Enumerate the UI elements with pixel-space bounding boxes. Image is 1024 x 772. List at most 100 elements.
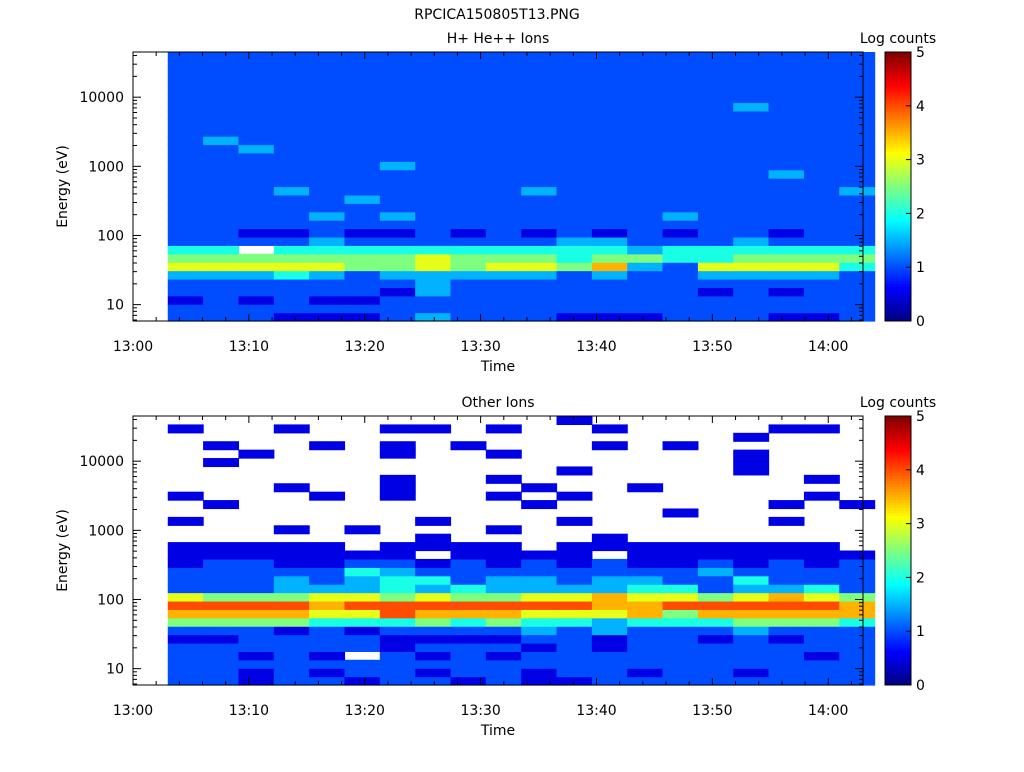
panel1-colorbar-segment (885, 499, 911, 503)
panel0-cell (556, 211, 593, 221)
panel0-cell (733, 77, 770, 87)
panel1-cell (238, 558, 275, 568)
panel0-cell (238, 186, 275, 196)
panel1-cell (591, 542, 628, 552)
panel0-colorbar-segment (885, 159, 911, 163)
panel0-cell (591, 194, 628, 204)
panel1-y-tick-label: 100 (97, 592, 124, 608)
panel0-cell (803, 77, 840, 87)
panel0-cell (167, 220, 204, 230)
panel0-cell (697, 77, 734, 87)
panel0-colorbar-segment (885, 86, 911, 91)
panel0-cell (485, 119, 522, 129)
panel0-cell (167, 119, 204, 129)
panel0-cell (839, 262, 876, 272)
panel0-cell (591, 144, 628, 154)
panel0-cell (697, 245, 734, 255)
panel1-cell (450, 542, 487, 552)
panel0-cell (273, 203, 310, 213)
panel1-colorbar-segment (885, 625, 911, 630)
panel1-cell (344, 600, 381, 610)
panel0-cell (485, 85, 522, 95)
panel1-cell (591, 626, 628, 636)
panel1-cell (591, 676, 628, 686)
panel1-colorbar-segment (885, 491, 911, 495)
panel1-cell (662, 575, 699, 585)
panel1-colorbar-segment (885, 655, 911, 659)
panel1-colorbar-segment (885, 434, 911, 439)
panel0-cell (803, 312, 840, 322)
panel1-cell (450, 668, 487, 678)
panel0-cell (203, 220, 240, 230)
panel0-cell (203, 253, 240, 263)
panel0-cell (733, 236, 770, 246)
panel0-cell (379, 68, 416, 78)
panel0-colorbar-segment (885, 269, 911, 274)
panel0-cell (379, 60, 416, 70)
panel0-cell (556, 161, 593, 171)
panel0-cell (803, 152, 840, 162)
panel0-cell (379, 127, 416, 137)
panel1-colorbar-tick-label: 4 (916, 463, 925, 479)
panel0-y-axis-label: Energy (eV) (55, 145, 71, 228)
panel0-cell (450, 203, 487, 213)
panel0-cell (485, 136, 522, 146)
panel0-cell (309, 278, 346, 288)
panel0-cell (203, 186, 240, 196)
panel0-cell (203, 161, 240, 171)
panel0-y-tick-label: 10000 (79, 90, 124, 106)
panel0-cell (309, 52, 346, 62)
panel0-cell (167, 136, 204, 146)
panel1-cell (485, 558, 522, 568)
panel0-cell (591, 295, 628, 305)
panel1-cell (203, 584, 240, 594)
panel1-colorbar-segment (885, 483, 911, 487)
panel1-colorbar-segment (885, 459, 911, 463)
panel1-cell (203, 550, 240, 560)
panel1-cell (450, 575, 487, 585)
panel1-cell (203, 600, 240, 610)
panel0-cell (697, 295, 734, 305)
panel0-cell (697, 94, 734, 104)
panel1-colorbar-segment (885, 585, 911, 589)
panel1-colorbar-segment (885, 615, 911, 619)
panel1-colorbar-segment (885, 609, 911, 613)
panel0-cell (167, 110, 204, 120)
panel0-cell (238, 270, 275, 280)
panel0-cell (591, 186, 628, 196)
panel1-cell (733, 592, 770, 602)
panel0-cell (379, 178, 416, 188)
panel1-cell (309, 668, 346, 678)
panel1-cell (273, 609, 310, 619)
panel1-colorbar-segment (885, 456, 911, 460)
panel0-cell (556, 52, 593, 62)
panel0-colorbar-segment (885, 208, 911, 212)
panel1-colorbar-segment (885, 604, 911, 608)
panel0-colorbar-segment (885, 272, 911, 276)
panel1-cell (167, 651, 204, 661)
panel1-cell (839, 609, 876, 619)
panel1-colorbar-segment (885, 547, 911, 551)
panel0-cell (167, 85, 204, 95)
panel0-cell (485, 194, 522, 204)
panel0-cell (238, 161, 275, 171)
panel1-cell (733, 659, 770, 669)
panel1-colorbar-segment (885, 472, 911, 476)
panel1-y-tick-label: 10 (106, 662, 124, 678)
panel1-cell (768, 642, 805, 652)
panel1-cell (556, 584, 593, 594)
panel0-colorbar-segment (885, 221, 911, 225)
panel1-cell (485, 584, 522, 594)
panel0-cell (273, 110, 310, 120)
panel0-cell (591, 52, 628, 62)
panel1-cell (450, 592, 487, 602)
panel1-colorbar-segment (885, 574, 911, 578)
panel0-cell (309, 245, 346, 255)
panel0-cell (415, 94, 452, 104)
panel0-cell (485, 152, 522, 162)
panel0-cell (415, 127, 452, 137)
panel0-cell (415, 220, 452, 230)
panel0-cell (556, 110, 593, 120)
panel1-cell (167, 516, 204, 526)
panel1-cell (591, 567, 628, 577)
